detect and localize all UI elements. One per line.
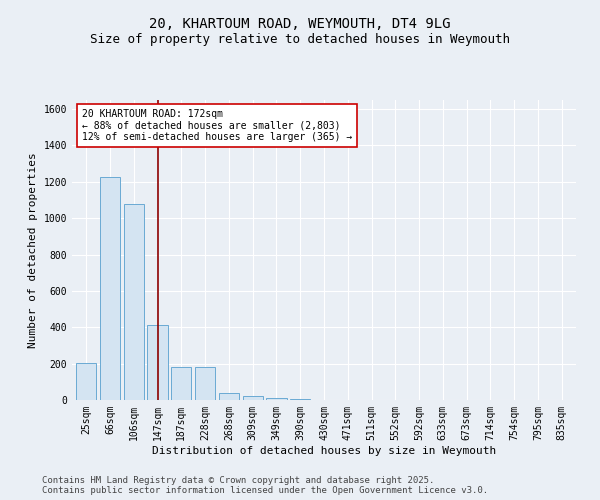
Text: Size of property relative to detached houses in Weymouth: Size of property relative to detached ho… (90, 32, 510, 46)
Text: Contains HM Land Registry data © Crown copyright and database right 2025.
Contai: Contains HM Land Registry data © Crown c… (42, 476, 488, 495)
Bar (290, 398, 310, 400)
Y-axis label: Number of detached properties: Number of detached properties (28, 152, 38, 348)
Bar (76, 362, 97, 400)
Bar (266, 398, 287, 400)
Text: 20 KHARTOUM ROAD: 172sqm
← 88% of detached houses are smaller (2,803)
12% of sem: 20 KHARTOUM ROAD: 172sqm ← 88% of detach… (82, 109, 352, 142)
Text: 20, KHARTOUM ROAD, WEYMOUTH, DT4 9LG: 20, KHARTOUM ROAD, WEYMOUTH, DT4 9LG (149, 18, 451, 32)
Bar (148, 324, 167, 400)
Bar (171, 368, 191, 400)
X-axis label: Distribution of detached houses by size in Weymouth: Distribution of detached houses by size … (152, 446, 496, 456)
Bar (242, 396, 263, 400)
Bar (100, 178, 120, 400)
Bar (124, 204, 144, 400)
Bar (195, 368, 215, 400)
Bar (219, 392, 239, 400)
